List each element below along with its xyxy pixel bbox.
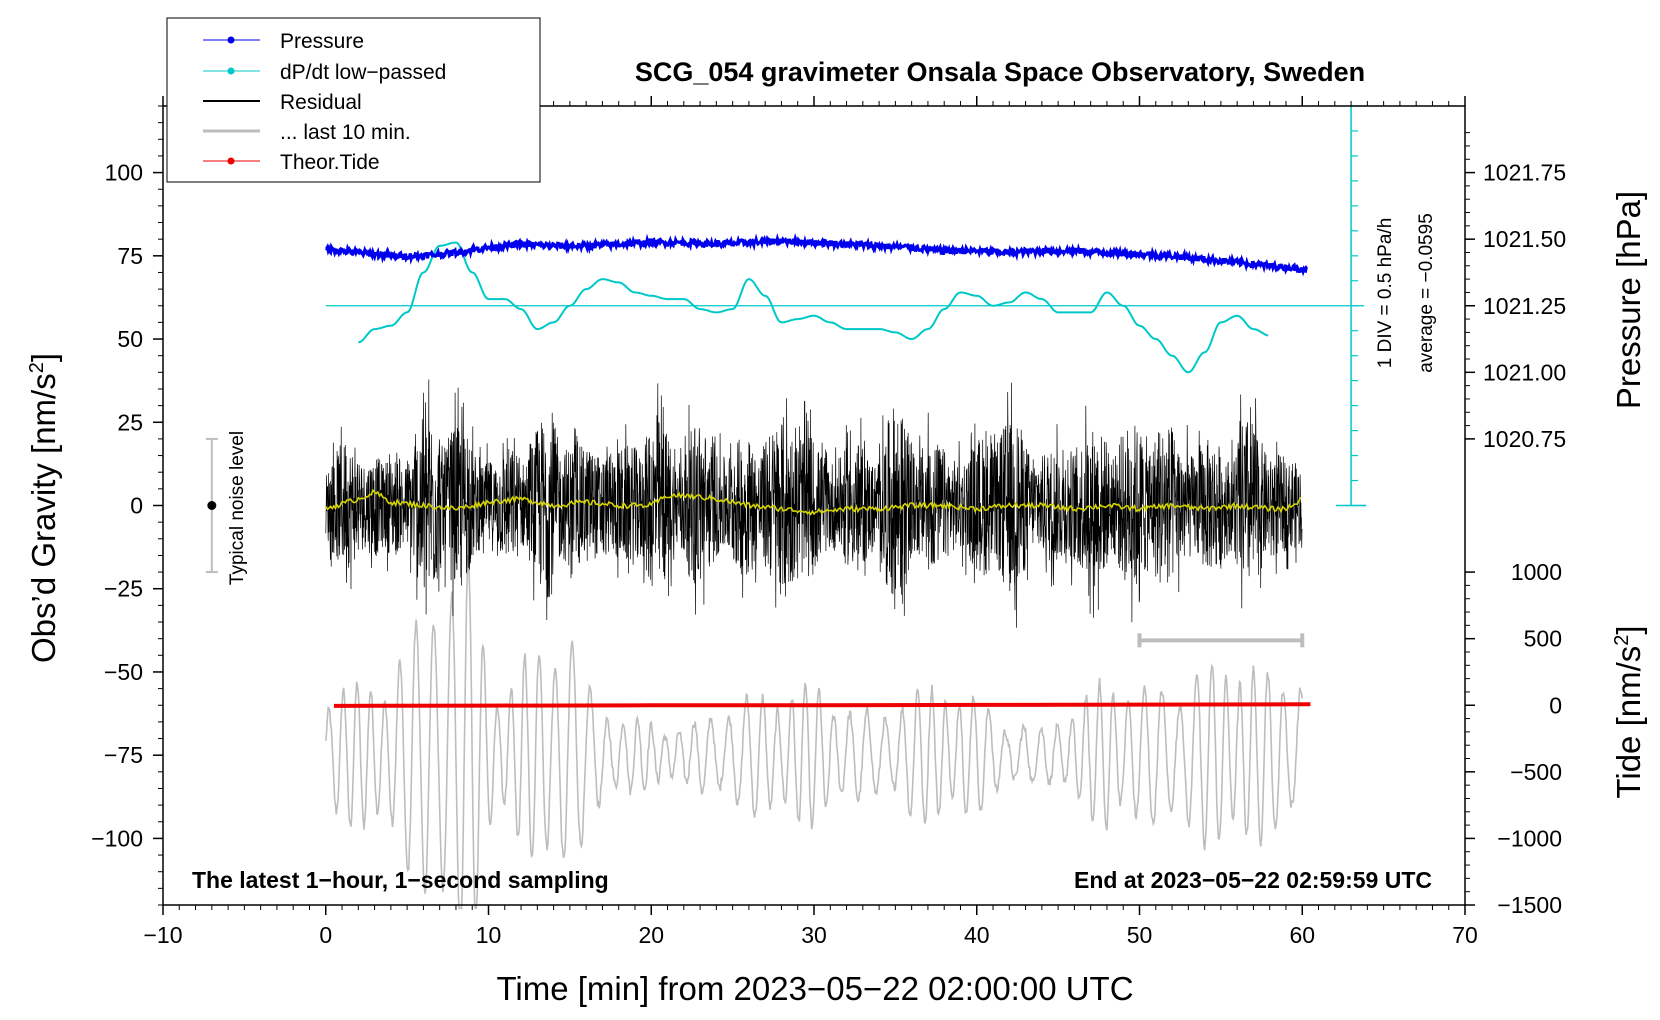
y-tide-tick-label: −1500: [1497, 892, 1562, 918]
y-left-tick-label: 0: [130, 493, 143, 519]
series-dpdt-line: [358, 241, 1269, 374]
legend-marker-pressure: [227, 36, 235, 44]
annotation-latest-hour: The latest 1−hour, 1−second sampling: [192, 867, 609, 893]
noise-level-label: Typical noise level: [227, 431, 248, 585]
x-tick-label: 10: [476, 922, 502, 948]
series-layer: [205, 105, 1367, 910]
y-left-tick-label: −75: [104, 742, 143, 768]
y-pressure-tick-label: 1021.25: [1483, 293, 1566, 319]
y-left-tick-label: −100: [91, 825, 143, 851]
series-pressure-line: [324, 232, 1308, 277]
legend-label-tide: Theor.Tide: [280, 151, 380, 174]
y-axis-label-tide: Tide [nm/s2]: [1610, 625, 1647, 798]
y-tide-tick-label: 1000: [1511, 559, 1562, 585]
y-pressure-tick-label: 1020.75: [1483, 426, 1566, 452]
y-tide-tick-label: 500: [1524, 626, 1562, 652]
noise-level-center-dot: [207, 501, 217, 510]
series-residual-smoothed-line: [325, 488, 1302, 516]
x-tick-label: 50: [1127, 922, 1153, 948]
series-tide-line: [333, 702, 1311, 708]
y-left-tick-label: 25: [117, 409, 143, 435]
y-pressure-tick-label: 1021.75: [1483, 160, 1566, 186]
x-tick-label: 40: [964, 922, 990, 948]
y-left-tick-label: −50: [104, 659, 143, 685]
y-tide-tick-label: −1000: [1497, 825, 1562, 851]
legend-label-last10: ... last 10 min.: [280, 121, 411, 144]
series-residual-line: [325, 379, 1303, 628]
legend-marker-dpdt: [227, 67, 235, 75]
y-left-tick-label: 50: [117, 326, 143, 352]
scale-bar-div-label: 1 DIV = 0.5 hPa/h: [1375, 218, 1396, 369]
legend: Pressure dP/dt low−passed Residual ... l…: [166, 17, 541, 183]
y-axis-label-left: Obs’d Gravity [nm/s2]: [25, 353, 62, 663]
x-tick-label: −10: [143, 922, 182, 948]
legend-label-dpdt: dP/dt low−passed: [280, 61, 446, 84]
y-tide-tick-label: −500: [1510, 759, 1562, 785]
x-tick-label: 60: [1289, 922, 1315, 948]
y-left-tick-label: 75: [117, 243, 143, 269]
series-last10-line: [325, 554, 1303, 910]
x-tick-label: 20: [638, 922, 664, 948]
annotation-end-time: End at 2023−05−22 02:59:59 UTC: [1074, 867, 1432, 893]
scale-bar-average-label: average = −0.0595: [1416, 213, 1437, 373]
chart-title: SCG_054 gravimeter Onsala Space Observat…: [635, 57, 1365, 87]
y-tide-tick-label: 0: [1549, 692, 1562, 718]
x-tick-label: 30: [801, 922, 827, 948]
y-axis-label-pressure: Pressure [hPa]: [1610, 191, 1647, 409]
y-pressure-tick-label: 1021.00: [1483, 359, 1566, 385]
legend-label-pressure: Pressure: [280, 30, 364, 53]
legend-marker-tide: [227, 157, 235, 165]
y-pressure-tick-label: 1021.50: [1483, 226, 1566, 252]
y-left-tick-label: −25: [104, 576, 143, 602]
legend-label-residual: Residual: [280, 91, 362, 114]
x-tick-label: 70: [1452, 922, 1478, 948]
y-left-tick-label: 100: [105, 160, 143, 186]
x-tick-label: 0: [319, 922, 332, 948]
x-axis-label: Time [min] from 2023−05−22 02:00:00 UTC: [496, 970, 1133, 1007]
